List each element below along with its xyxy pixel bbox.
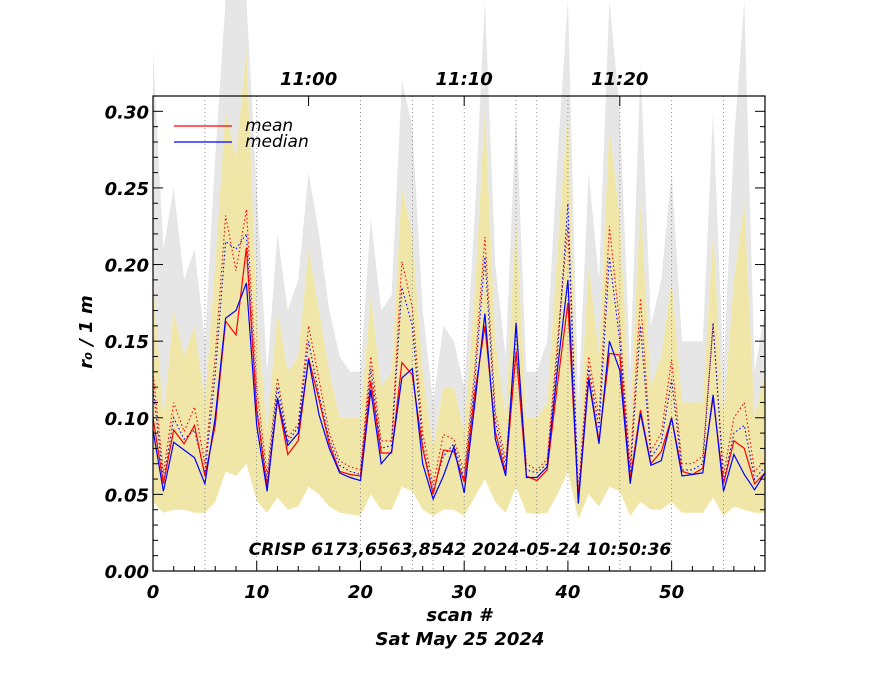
y-tick-label: 0.00 bbox=[105, 562, 149, 583]
median-line bbox=[152, 279, 766, 504]
outer-spread-band bbox=[153, 0, 765, 449]
top-time-label: 11:20 bbox=[591, 69, 648, 90]
y-tick-label: 0.05 bbox=[105, 485, 149, 506]
inner-spread-band bbox=[153, 50, 765, 519]
x-tick-label: 0 bbox=[147, 582, 160, 603]
y-tick-label: 0.15 bbox=[105, 332, 149, 353]
data-series bbox=[152, 203, 766, 504]
plot-axes bbox=[152, 95, 766, 572]
x-tick-label: 20 bbox=[348, 582, 373, 603]
spread-bands bbox=[153, 0, 765, 519]
y-tick-label: 0.20 bbox=[105, 256, 149, 277]
chart-annotation: CRISP 6173,6563,8542 2024-05-24 10:50:36 bbox=[249, 540, 672, 560]
plot-frame bbox=[152, 95, 766, 572]
y-axis-title: r₀ / 1 m bbox=[76, 295, 97, 368]
x-tick-label: 30 bbox=[452, 582, 477, 603]
x-tick-label: 50 bbox=[659, 582, 684, 603]
y-tick-label: 0.30 bbox=[105, 102, 149, 123]
y-tick-label: 0.10 bbox=[105, 409, 149, 430]
legend-median-label: median bbox=[245, 132, 309, 152]
mean-line bbox=[152, 247, 766, 500]
tick-labels: 0.00 0.05 0.10 0.15 0.20 0.25 0.30 0 10 20 30 40 50 1… bbox=[105, 69, 685, 603]
top-time-label: 11:00 bbox=[280, 69, 337, 90]
top-time-label: 11:10 bbox=[436, 69, 493, 90]
legend: mean median bbox=[174, 116, 309, 152]
x-tick-label: 40 bbox=[554, 582, 580, 603]
x-tick-label: 10 bbox=[244, 582, 269, 603]
legend-mean-label: mean bbox=[245, 116, 293, 136]
x-axis-title: scan # bbox=[426, 605, 494, 626]
y-tick-label: 0.25 bbox=[105, 179, 149, 200]
date-label: Sat May 25 2024 bbox=[376, 629, 545, 650]
